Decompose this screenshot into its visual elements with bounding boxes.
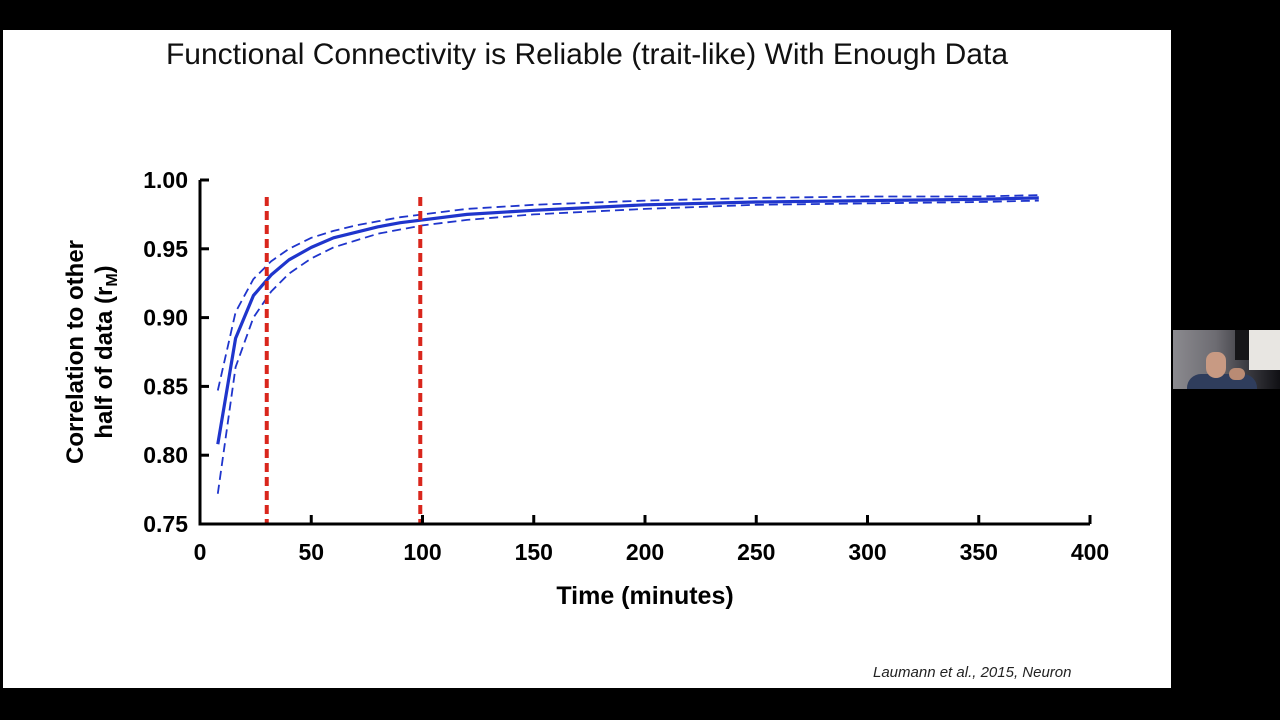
- y-axis-title-main: half of data (r: [91, 287, 118, 439]
- x-tick-label: 0: [194, 539, 207, 565]
- presenter-hand: [1229, 368, 1245, 380]
- x-tick-label: 250: [737, 539, 775, 565]
- y-axis-title-close: ): [91, 265, 118, 273]
- x-tick-label: 200: [626, 539, 664, 565]
- webcam-window: [1235, 330, 1249, 360]
- y-tick-label: 0.80: [143, 442, 188, 468]
- y-axis-title-line-1: Correlation to other: [62, 240, 89, 464]
- presenter-head: [1206, 352, 1226, 378]
- y-axis-title-line-2: half of data (rM): [91, 265, 121, 438]
- series-layer: [216, 194, 1039, 494]
- citation-text: Laumann et al., 2015, Neuron: [873, 664, 1072, 681]
- x-tick-label: 100: [403, 539, 441, 565]
- y-axis-title-subscript: M: [104, 273, 121, 286]
- ticks: 0 50 100 150 200 250 300 350 400 0.75 0.80 0.85 0.90…: [143, 167, 1109, 565]
- presenter-body: [1187, 374, 1257, 389]
- y-tick-label: 1.00: [143, 167, 188, 193]
- reliability-line-chart: 0 50 100 150 200 250 300 350 400 0.75 0.80 0.85 0.90…: [62, 167, 1109, 610]
- x-tick-label: 350: [960, 539, 998, 565]
- x-tick-label: 400: [1071, 539, 1109, 565]
- slide-canvas: Functional Connectivity is Reliable (tra…: [3, 30, 1171, 688]
- y-tick-label: 0.95: [143, 236, 188, 262]
- presenter-webcam-thumbnail: [1173, 330, 1280, 389]
- y-tick-label: 0.85: [143, 373, 188, 399]
- mean-correlation-line: [216, 196, 1039, 445]
- x-tick-label: 150: [515, 539, 553, 565]
- lower-bound-dashed-line: [216, 199, 1039, 494]
- x-tick-label: 300: [848, 539, 886, 565]
- x-tick-label: 50: [298, 539, 324, 565]
- reference-lines: [264, 197, 423, 524]
- y-axis-title: Correlation to other half of data (rM): [62, 240, 121, 464]
- webcam-curtain: [1249, 330, 1280, 370]
- y-tick-label: 0.75: [143, 511, 188, 537]
- x-axis-title: Time (minutes): [556, 582, 733, 610]
- slide-title: Functional Connectivity is Reliable (tra…: [165, 38, 1009, 71]
- upper-bound-dashed-line: [216, 194, 1039, 391]
- y-tick-label: 0.90: [143, 305, 188, 331]
